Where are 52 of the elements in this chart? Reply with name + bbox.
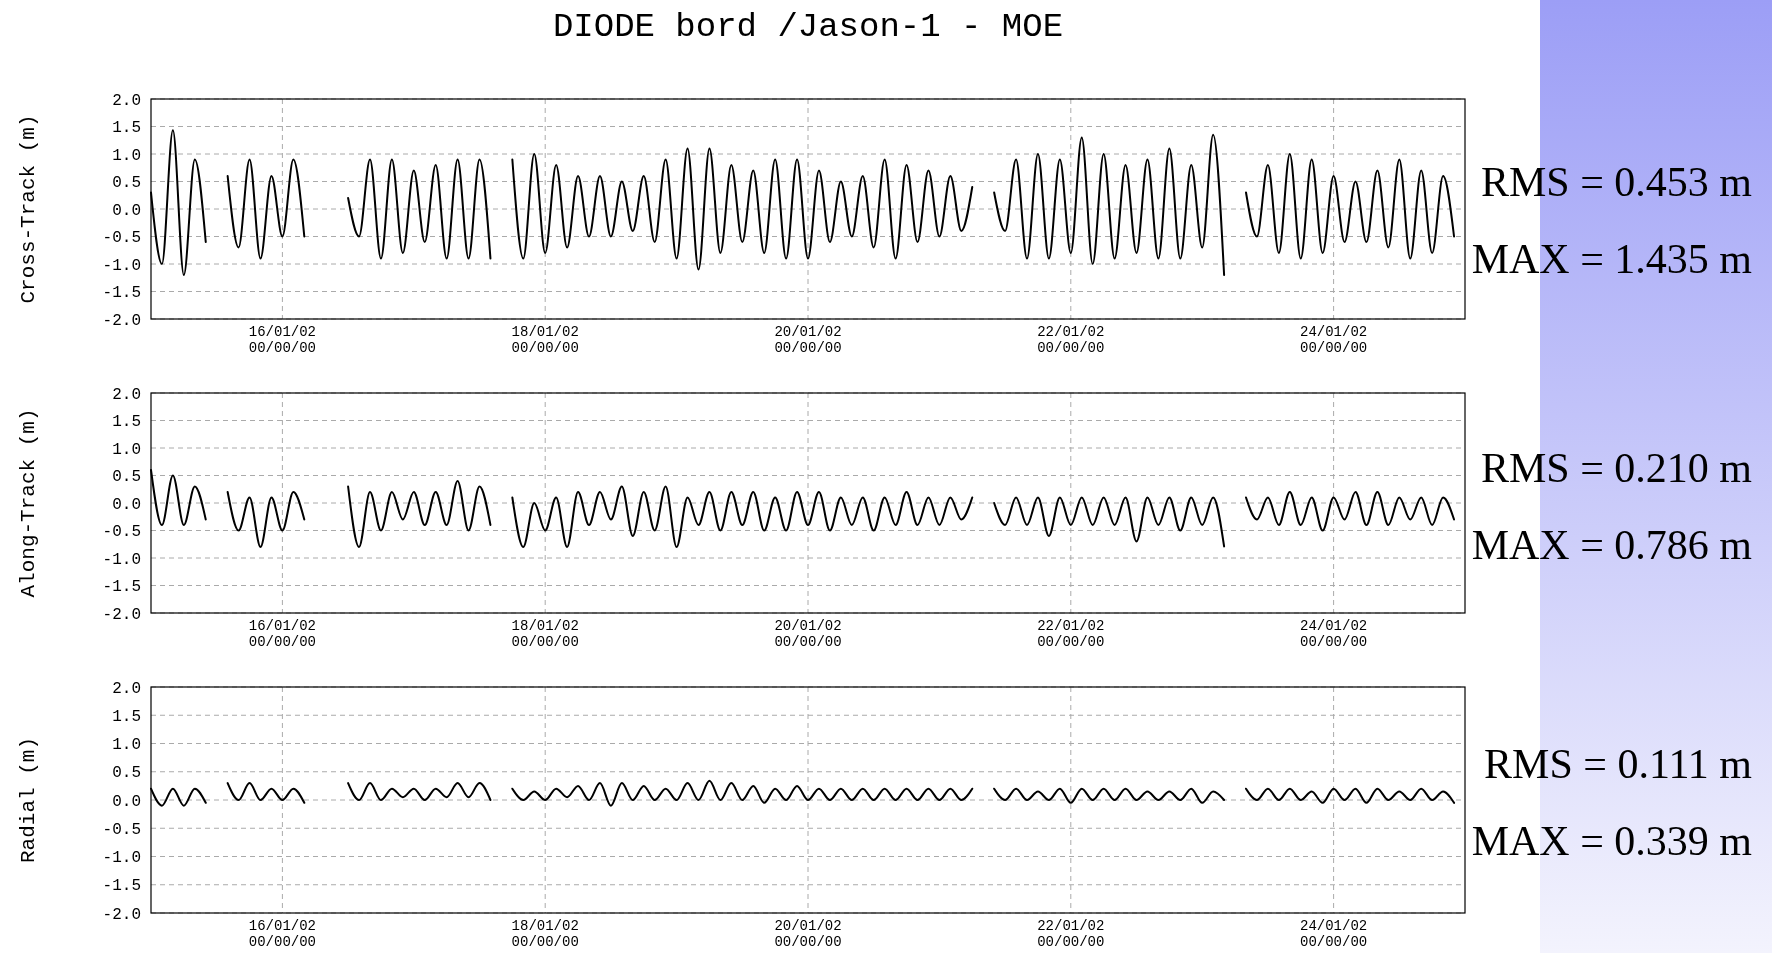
y-tick-label: 0.5 [112,468,141,487]
x-tick-label: 22/01/02 00/00/00 [1037,324,1105,356]
y-tick-label: 1.5 [112,707,141,726]
y-tick-label: -1.5 [102,877,141,896]
x-tick-label: 16/01/02 00/00/00 [248,618,317,650]
x-tick-label: 24/01/02 00/00/00 [1299,324,1368,356]
x-tick-label: 18/01/02 00/00/00 [511,324,579,356]
x-tick-label: 16/01/02 00/00/00 [248,918,317,950]
y-tick-label: 1.0 [112,146,141,165]
y-tick-label: 1.0 [112,440,141,459]
chart-title: DIODE bord /Jason-1 - MOE [552,8,1064,46]
text: MAX = 0.339 m [1471,817,1753,864]
y-tick-label: 0.0 [112,495,141,514]
y-tick-label: 0.0 [112,201,141,220]
x-tick-label: 22/01/02 00/00/00 [1037,618,1105,650]
y-tick-label: 1.5 [112,413,141,432]
y-tick-label: 1.5 [112,119,141,138]
x-tick-label: 16/01/02 00/00/00 [248,324,317,356]
x-tick-label: 20/01/02 00/00/00 [774,918,842,950]
y-tick-label: -1.5 [102,284,141,303]
y-tick-label: 2.0 [112,679,141,698]
y-tick-label: -1.0 [102,550,141,569]
y-tick-label: -1.0 [102,256,141,275]
text: RMS = 0.210 m [1480,444,1753,491]
y-tick-label: 0.5 [112,174,141,193]
y-axis-title: Along-Track (m) [17,408,40,598]
y-tick-label: -2.0 [102,311,141,330]
text: MAX = 0.786 m [1471,521,1753,568]
y-tick-label: -0.5 [102,820,141,839]
y-tick-label: -2.0 [102,605,141,624]
text: RMS = 0.453 m [1480,158,1753,205]
y-tick-label: -1.5 [102,578,141,597]
y-tick-label: -2.0 [102,905,141,924]
y-tick-label: 1.0 [112,736,141,755]
x-tick-label: 20/01/02 00/00/00 [774,324,842,356]
y-tick-label: 0.5 [112,764,141,783]
x-tick-label: 20/01/02 00/00/00 [774,618,842,650]
x-tick-label: 22/01/02 00/00/00 [1037,918,1105,950]
x-tick-label: 18/01/02 00/00/00 [511,918,579,950]
y-tick-label: 2.0 [112,91,141,110]
x-tick-label: 24/01/02 00/00/00 [1299,618,1368,650]
y-tick-label: -0.5 [102,523,141,542]
y-tick-label: 0.0 [112,792,141,811]
x-tick-label: 24/01/02 00/00/00 [1299,918,1368,950]
text: MAX = 1.435 m [1471,235,1753,282]
x-tick-label: 18/01/02 00/00/00 [511,618,579,650]
y-axis-title: Radial (m) [17,736,40,864]
y-tick-label: 2.0 [112,385,141,404]
text: RMS = 0.111 m [1484,740,1753,787]
y-tick-label: -0.5 [102,229,141,248]
y-tick-label: -1.0 [102,849,141,868]
y-axis-title: Cross-Track (m) [17,114,40,304]
